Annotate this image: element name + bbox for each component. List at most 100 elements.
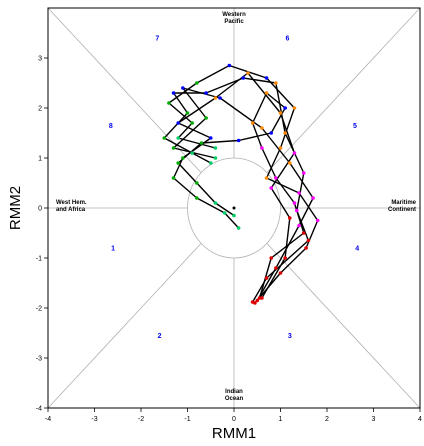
track-point bbox=[232, 213, 236, 218]
track-point bbox=[176, 136, 180, 140]
track-point bbox=[213, 201, 218, 205]
x-tick-label: 4 bbox=[418, 416, 422, 423]
guide-line bbox=[47, 243, 202, 409]
track-point bbox=[301, 231, 306, 235]
track-point bbox=[260, 126, 264, 130]
track-point bbox=[304, 246, 308, 250]
region-label-bottom: Indian bbox=[225, 389, 243, 395]
phase-number-label: 4 bbox=[355, 246, 359, 253]
track-point bbox=[306, 238, 311, 243]
track-point bbox=[283, 106, 287, 110]
region-label-bottom: Ocean bbox=[225, 396, 244, 402]
track-point bbox=[278, 271, 283, 275]
x-tick-label: -1 bbox=[184, 416, 190, 423]
track-point bbox=[250, 121, 255, 125]
region-label-right: Continent bbox=[388, 207, 416, 213]
track-point bbox=[260, 146, 264, 150]
phase-number-label: 5 bbox=[353, 123, 357, 130]
track-point bbox=[288, 216, 292, 220]
track-point bbox=[283, 131, 287, 135]
track-point bbox=[204, 91, 208, 95]
track-point bbox=[269, 131, 274, 135]
track-point bbox=[236, 138, 241, 143]
x-tick-label: 3 bbox=[372, 416, 376, 423]
axis-ticks: -4 -3 -2 -1 0 1 2 3 4 -4 -3 -2 -1 0 1 2 3 bbox=[36, 56, 422, 424]
track-point bbox=[181, 86, 185, 90]
track-point bbox=[315, 218, 320, 223]
track-point bbox=[208, 136, 213, 140]
x-tick-label: -3 bbox=[91, 416, 97, 423]
track-point bbox=[311, 196, 315, 200]
track-point bbox=[241, 76, 246, 80]
track-point bbox=[195, 181, 199, 185]
track-point bbox=[269, 186, 274, 190]
track-point bbox=[204, 116, 208, 120]
region-label-right: Maritime bbox=[391, 200, 416, 206]
track-point bbox=[190, 151, 194, 155]
track-point bbox=[301, 171, 306, 175]
y-tick-label: 1 bbox=[38, 156, 42, 163]
y-axis-title: RMM2 bbox=[7, 186, 24, 230]
track-point bbox=[269, 256, 274, 260]
x-tick-label: -4 bbox=[45, 416, 51, 423]
phase-number-label: 6 bbox=[286, 36, 290, 43]
region-label-top: Pacific bbox=[224, 19, 244, 25]
y-tick-label: 2 bbox=[38, 106, 42, 113]
track-point bbox=[278, 111, 283, 115]
guide-line bbox=[266, 243, 421, 409]
track-point bbox=[288, 161, 292, 165]
region-label-top: Western bbox=[222, 12, 246, 18]
phase-number-label: 2 bbox=[158, 333, 162, 340]
track-point bbox=[218, 96, 222, 100]
track-point bbox=[274, 176, 278, 180]
track-point bbox=[222, 211, 227, 215]
track-point bbox=[167, 101, 171, 105]
track-point bbox=[264, 76, 269, 80]
track-point bbox=[250, 300, 255, 304]
track-point bbox=[227, 63, 232, 68]
track-point bbox=[264, 276, 269, 280]
x-axis-title: RMM1 bbox=[212, 425, 256, 442]
y-tick-label: -4 bbox=[36, 406, 42, 413]
y-tick-label: -2 bbox=[36, 306, 42, 313]
track-point bbox=[195, 196, 199, 200]
track-point bbox=[292, 106, 297, 110]
track-point bbox=[176, 121, 180, 125]
track-point bbox=[292, 201, 297, 205]
track-point bbox=[246, 71, 250, 75]
track-point bbox=[255, 298, 260, 303]
track-point bbox=[257, 296, 262, 300]
phase-number-label: 3 bbox=[288, 333, 292, 340]
x-tick-label: 0 bbox=[232, 416, 236, 423]
y-tick-label: 3 bbox=[38, 56, 42, 63]
track-point bbox=[171, 176, 176, 180]
track-point bbox=[185, 111, 190, 115]
phase-number-label: 1 bbox=[111, 246, 115, 253]
track-point bbox=[195, 81, 199, 85]
track-line bbox=[163, 77, 310, 303]
track-point bbox=[274, 266, 278, 270]
y-tick-label: 0 bbox=[38, 206, 42, 213]
track-point bbox=[264, 91, 269, 95]
track-point bbox=[283, 256, 287, 260]
x-tick-label: -2 bbox=[138, 416, 144, 423]
track-point bbox=[297, 191, 301, 195]
track-point bbox=[278, 146, 283, 150]
track-point bbox=[171, 91, 176, 95]
unit-circle bbox=[187, 157, 281, 259]
region-label-left: and Africa bbox=[56, 207, 86, 213]
track-point bbox=[208, 161, 213, 165]
x-tick-label: 1 bbox=[279, 416, 283, 423]
track-point bbox=[199, 141, 204, 145]
track-point bbox=[171, 146, 176, 150]
track-point bbox=[294, 208, 299, 213]
track-point bbox=[264, 176, 269, 180]
x-tick-label: 2 bbox=[325, 416, 329, 423]
phase-guides bbox=[47, 7, 421, 409]
track-point bbox=[213, 156, 218, 160]
track-point bbox=[181, 156, 185, 160]
track-point bbox=[297, 223, 301, 228]
